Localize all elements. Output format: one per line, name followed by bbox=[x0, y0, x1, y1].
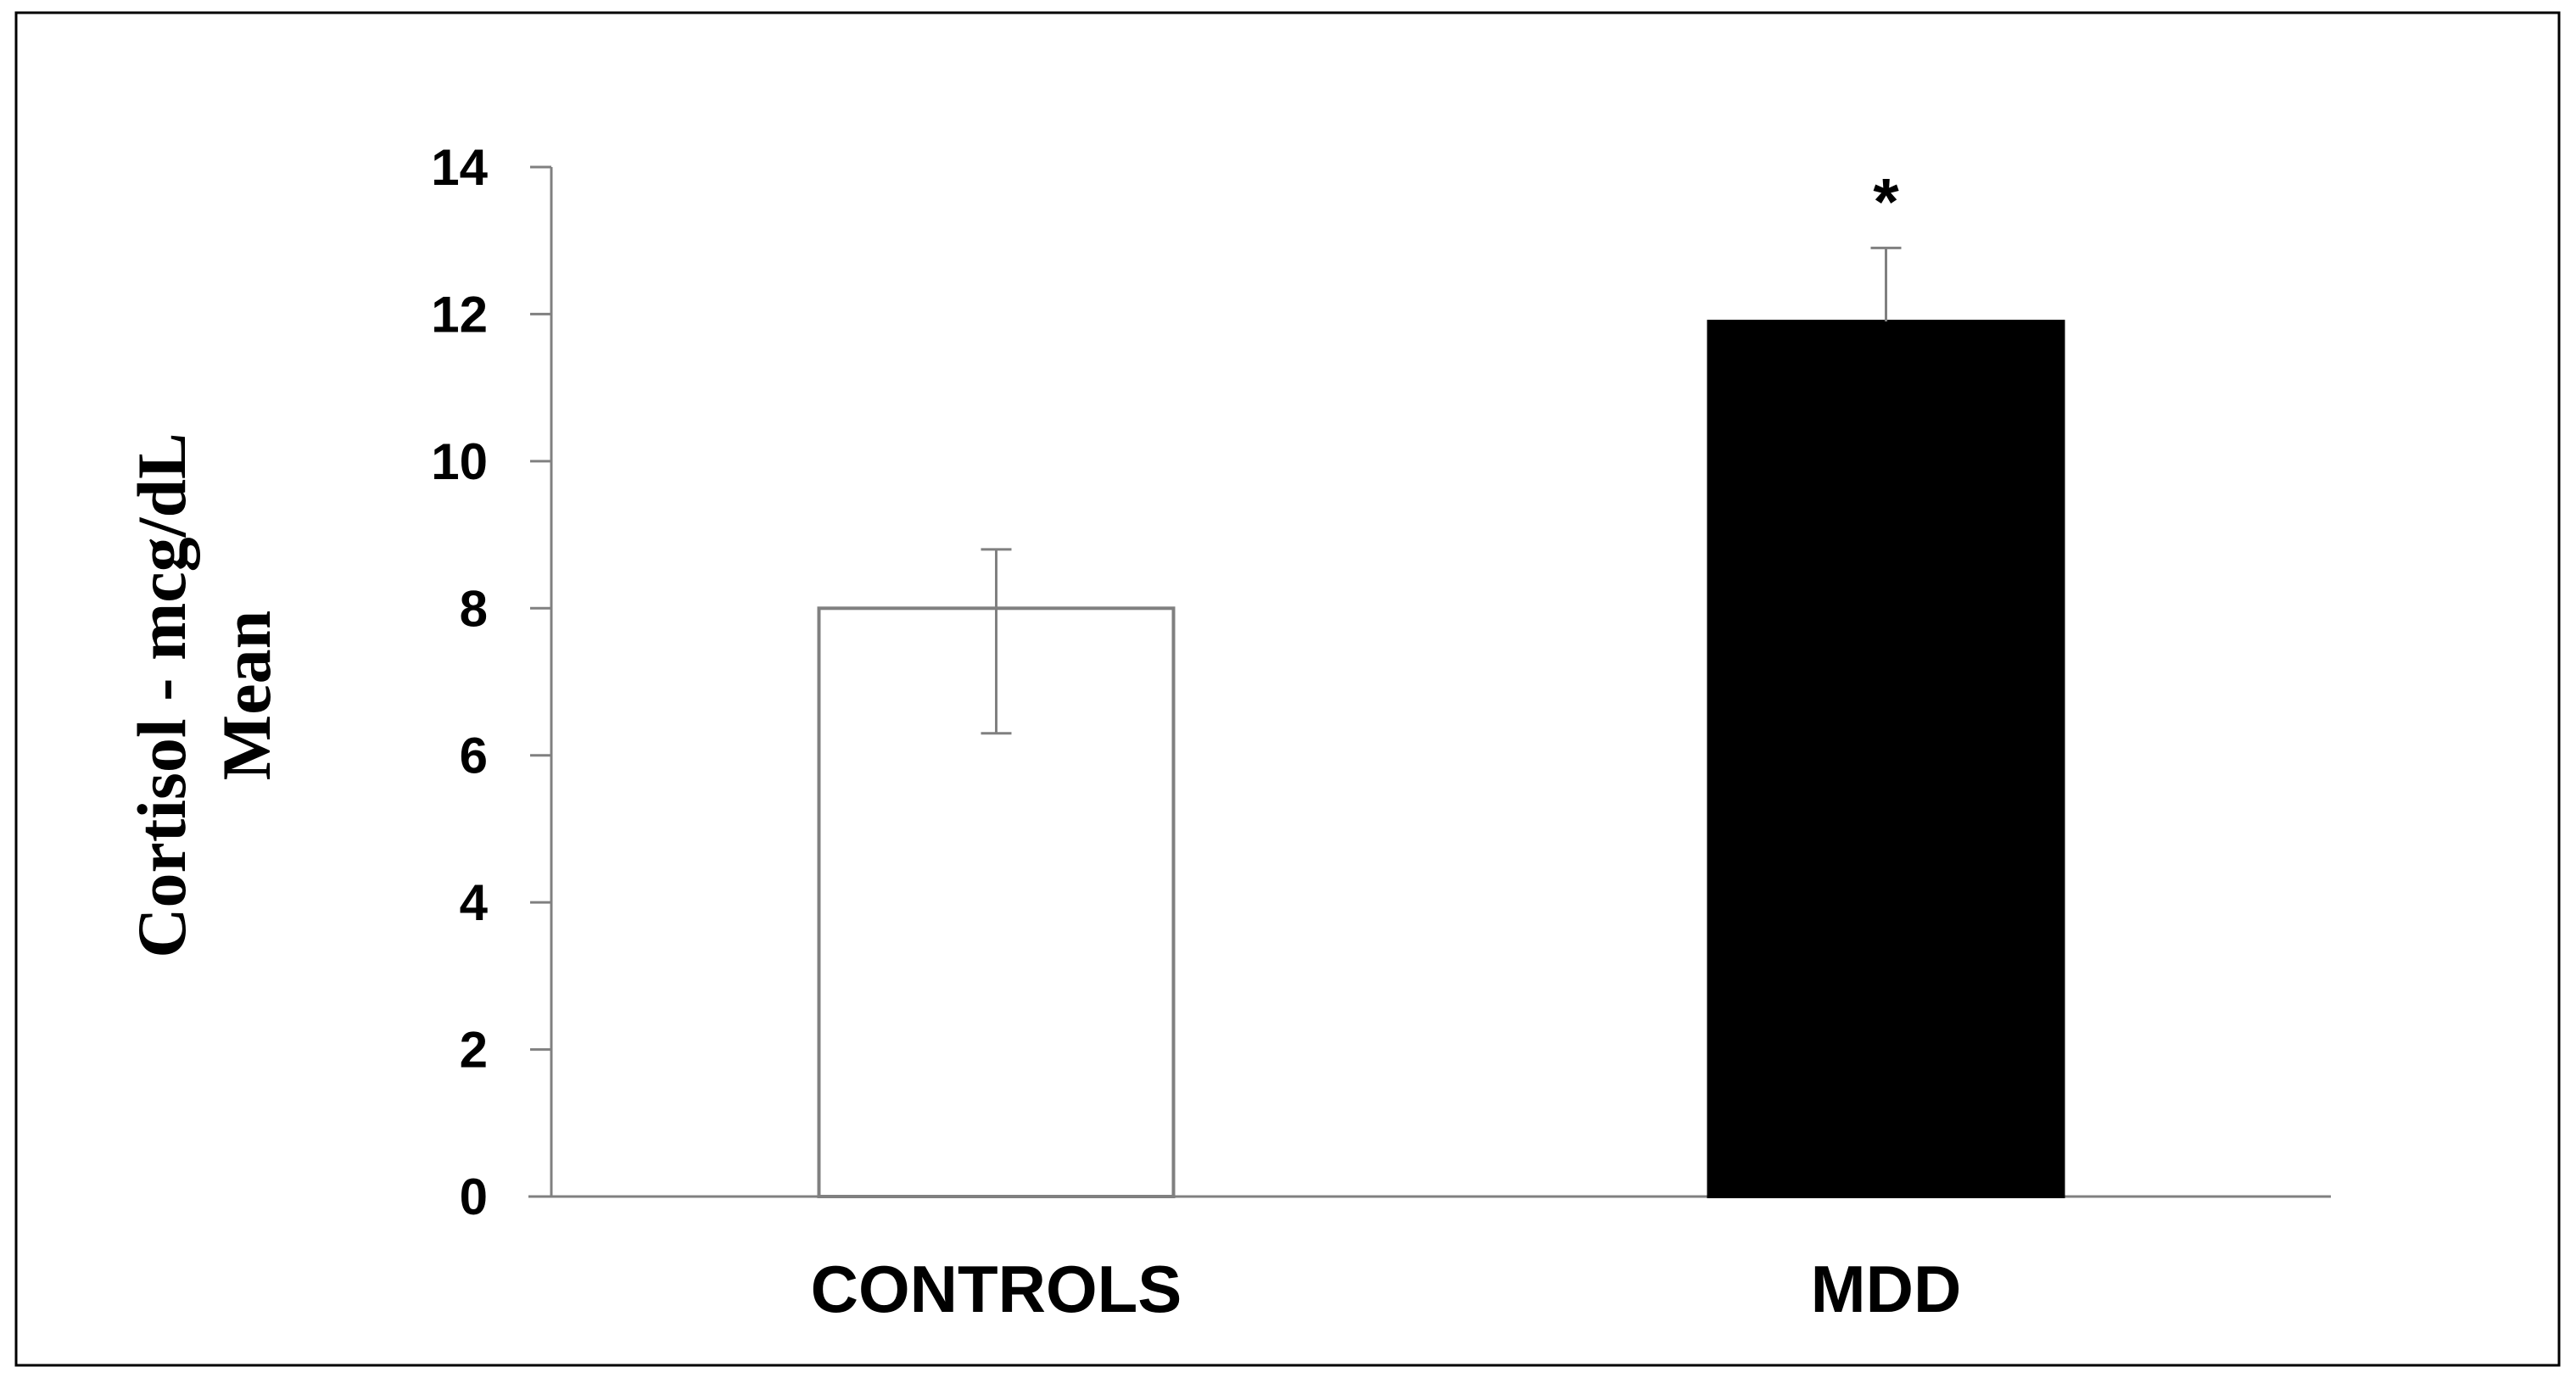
y-tick-label: 8 bbox=[460, 580, 488, 637]
y-axis-label-line-2: Mean bbox=[208, 611, 285, 780]
y-axis-label-line-1: Cortisol - mcg/dL bbox=[123, 432, 200, 957]
y-tick-label: 2 bbox=[460, 1022, 488, 1079]
y-tick-label: 4 bbox=[460, 874, 489, 931]
significance-asterisk: * bbox=[1873, 164, 1899, 238]
y-tick-label: 14 bbox=[431, 139, 488, 196]
x-category-label: MDD bbox=[1811, 1252, 1962, 1326]
y-tick-label: 6 bbox=[460, 728, 488, 784]
bar-mdd bbox=[1707, 320, 2065, 1199]
y-tick-label: 0 bbox=[460, 1169, 488, 1225]
y-tick-label: 12 bbox=[431, 286, 488, 343]
figure-border bbox=[14, 11, 2561, 1367]
plot-area: 0 2 4 6 8 10 12 14 CONTROLS MDD * bbox=[431, 139, 2331, 1326]
y-axis-label: Cortisol - mcg/dL Mean bbox=[123, 432, 285, 957]
y-tick-label: 10 bbox=[431, 433, 488, 490]
x-category-label: CONTROLS bbox=[811, 1252, 1182, 1326]
